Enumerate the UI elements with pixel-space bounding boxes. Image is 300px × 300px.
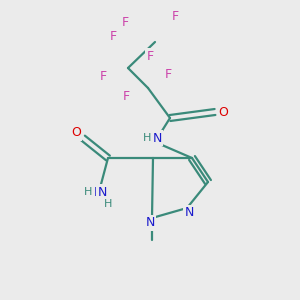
Text: F: F [110,31,117,44]
Text: H: H [143,133,151,143]
Text: F: F [164,68,172,80]
Text: F: F [146,50,154,62]
Text: N: N [93,187,103,200]
Text: N: N [145,217,155,230]
Text: H: H [84,187,92,197]
Text: O: O [71,127,81,140]
Text: F: F [122,16,129,28]
Text: F: F [122,89,130,103]
Text: H: H [104,199,112,209]
Text: N: N [97,185,107,199]
Text: F: F [171,11,178,23]
Text: O: O [218,106,228,118]
Text: N: N [184,206,194,220]
Text: F: F [99,70,106,83]
Text: N: N [152,131,162,145]
